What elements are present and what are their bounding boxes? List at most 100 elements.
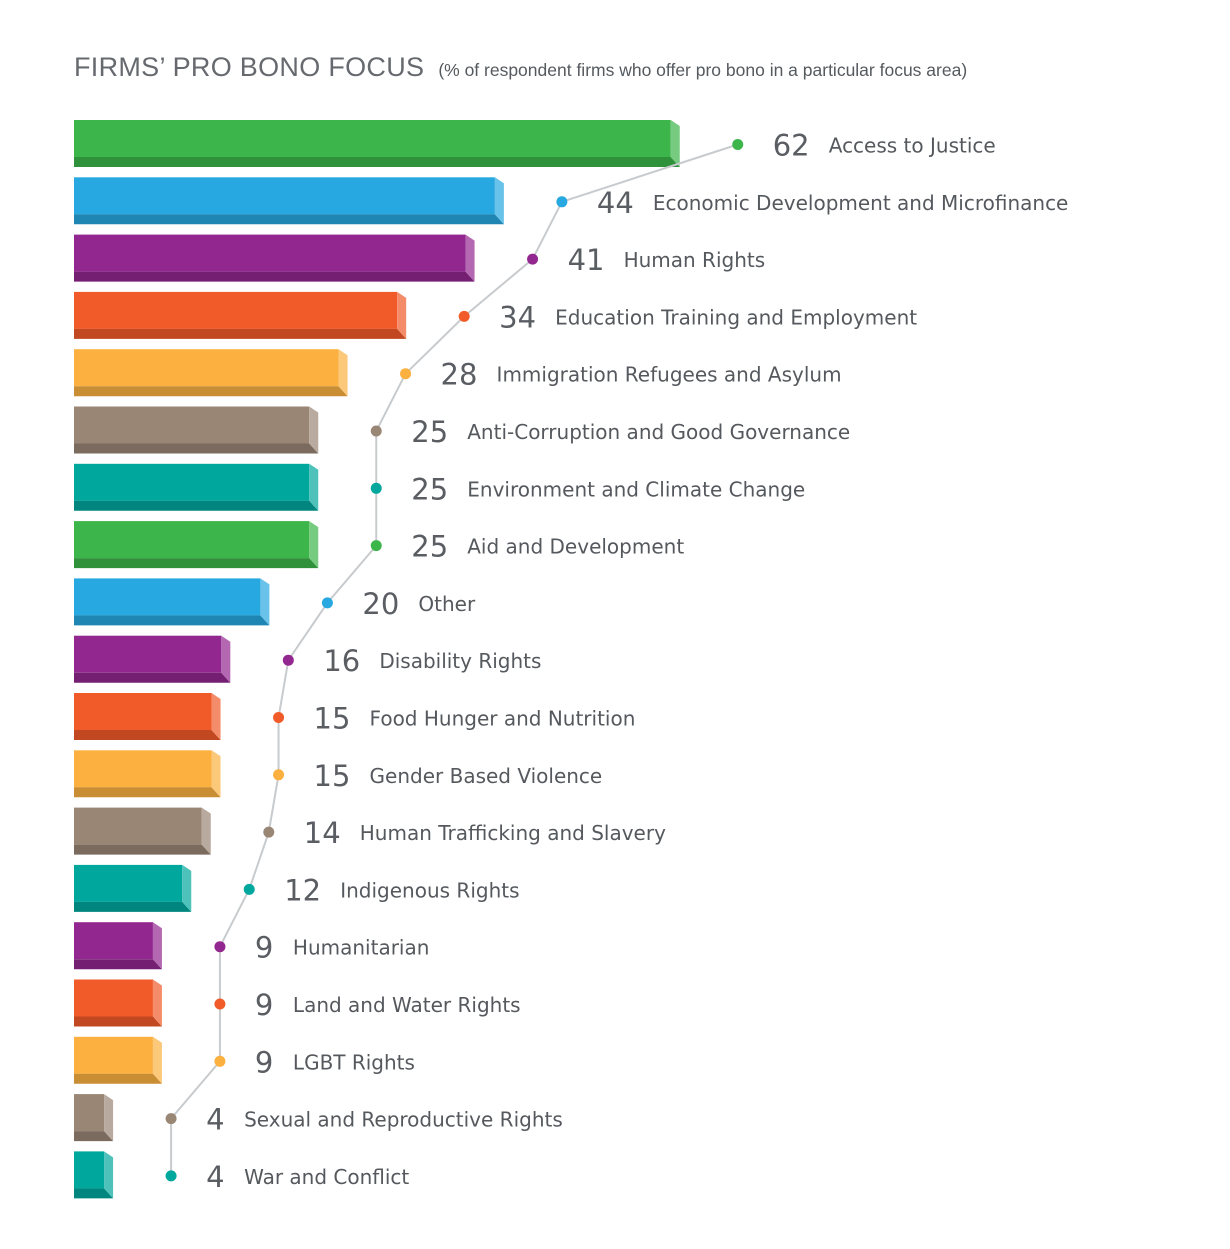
category-label: Disability Rights <box>379 649 541 673</box>
bar-front <box>74 578 261 616</box>
value-label: 12 <box>284 873 321 907</box>
bar-dot <box>165 1113 177 1125</box>
chart-header: FIRMS’ PRO BONO FOCUS (% of respondent fi… <box>74 52 967 83</box>
category-label: Human Rights <box>624 248 766 272</box>
value-label: 25 <box>411 472 448 506</box>
bar-dot <box>370 425 382 437</box>
category-label: Land and Water Rights <box>293 993 521 1017</box>
bar-bottom <box>74 1131 114 1142</box>
bar-2 <box>74 177 504 225</box>
bar-side <box>397 291 407 339</box>
bar-bottom <box>74 672 231 683</box>
value-label: 41 <box>568 243 605 277</box>
bar-dot <box>243 883 255 895</box>
bar-front <box>74 521 310 559</box>
dots-group <box>165 139 744 1182</box>
bar-bottom <box>74 901 192 912</box>
bar-dot <box>370 540 382 552</box>
bar-side <box>309 521 319 569</box>
bar-front <box>74 1151 105 1189</box>
bar-front <box>74 406 310 444</box>
bar-front <box>74 291 398 329</box>
bar-front <box>74 1094 105 1132</box>
bar-side <box>260 578 270 626</box>
bar-dot <box>321 597 333 609</box>
bar-bottom <box>74 558 319 569</box>
category-label: Access to Justice <box>829 134 996 158</box>
bar-10 <box>74 635 231 683</box>
bar-front <box>74 463 310 501</box>
bar-bottom <box>74 500 319 511</box>
bar-bottom <box>74 443 319 454</box>
bar-side <box>152 979 162 1027</box>
bar-side <box>211 693 221 740</box>
bar-14 <box>74 864 192 912</box>
bar-bottom <box>74 157 680 167</box>
bar-bottom <box>74 615 270 626</box>
value-label: 15 <box>314 702 351 736</box>
category-label: LGBT Rights <box>293 1050 415 1074</box>
bar-bottom <box>74 386 348 397</box>
bar-front <box>74 807 202 845</box>
bar-7 <box>74 463 319 511</box>
bar-front <box>74 922 153 960</box>
bar-bottom <box>74 787 221 798</box>
bar-front <box>74 864 183 902</box>
bar-side <box>670 120 680 167</box>
bar-front <box>74 120 671 157</box>
category-label: Sexual and Reproductive Rights <box>244 1108 563 1132</box>
bar-side <box>309 463 319 511</box>
bar-bottom <box>74 1073 162 1084</box>
bar-1 <box>74 120 680 167</box>
bar-side <box>465 234 475 282</box>
value-label: 20 <box>362 587 399 621</box>
bar-18 <box>74 1094 114 1142</box>
bar-bottom <box>74 271 475 282</box>
bar-side <box>152 922 162 970</box>
bar-front <box>74 234 466 272</box>
bar-bottom <box>74 1016 162 1027</box>
category-label: Indigenous Rights <box>340 878 519 902</box>
value-label: 62 <box>773 129 810 163</box>
bar-bottom <box>74 214 504 225</box>
bar-dot <box>527 253 539 265</box>
bar-bottom <box>74 959 162 970</box>
bar-bottom <box>74 328 407 339</box>
category-label: Aid and Development <box>467 535 684 559</box>
bar-bottom <box>74 730 221 740</box>
value-label: 4 <box>206 1160 224 1194</box>
bar-side <box>494 177 504 225</box>
bar-dot <box>732 139 744 150</box>
bar-side <box>104 1151 114 1199</box>
bar-dot <box>273 769 285 781</box>
category-label: Human Trafficking and Slavery <box>360 821 666 845</box>
value-label: 44 <box>597 186 634 220</box>
chart-subtitle: (% of respondent firms who offer pro bon… <box>438 60 968 80</box>
value-label: 25 <box>411 530 448 564</box>
value-label: 4 <box>206 1103 224 1137</box>
bar-side <box>309 406 319 454</box>
bar-13 <box>74 807 211 855</box>
value-label: 9 <box>255 1045 273 1079</box>
category-label: Environment and Climate Change <box>467 477 805 501</box>
bar-side <box>104 1094 114 1142</box>
bar-front <box>74 693 212 730</box>
bar-16 <box>74 979 162 1027</box>
bar-dot <box>370 482 382 494</box>
bar-front <box>74 349 339 387</box>
value-label: 14 <box>304 816 341 850</box>
bar-dot <box>282 654 294 666</box>
bar-dot <box>273 712 285 723</box>
bar-3 <box>74 234 475 282</box>
bar-dot <box>214 998 226 1010</box>
category-label: War and Conflict <box>244 1165 409 1189</box>
bar-dot <box>214 941 226 953</box>
bar-front <box>74 1036 153 1074</box>
bar-front <box>74 635 222 673</box>
category-label: Education Training and Employment <box>555 305 917 329</box>
category-label: Other <box>418 592 476 616</box>
value-label: 25 <box>411 415 448 449</box>
bar-dot <box>400 368 412 380</box>
value-label: 16 <box>323 644 360 678</box>
